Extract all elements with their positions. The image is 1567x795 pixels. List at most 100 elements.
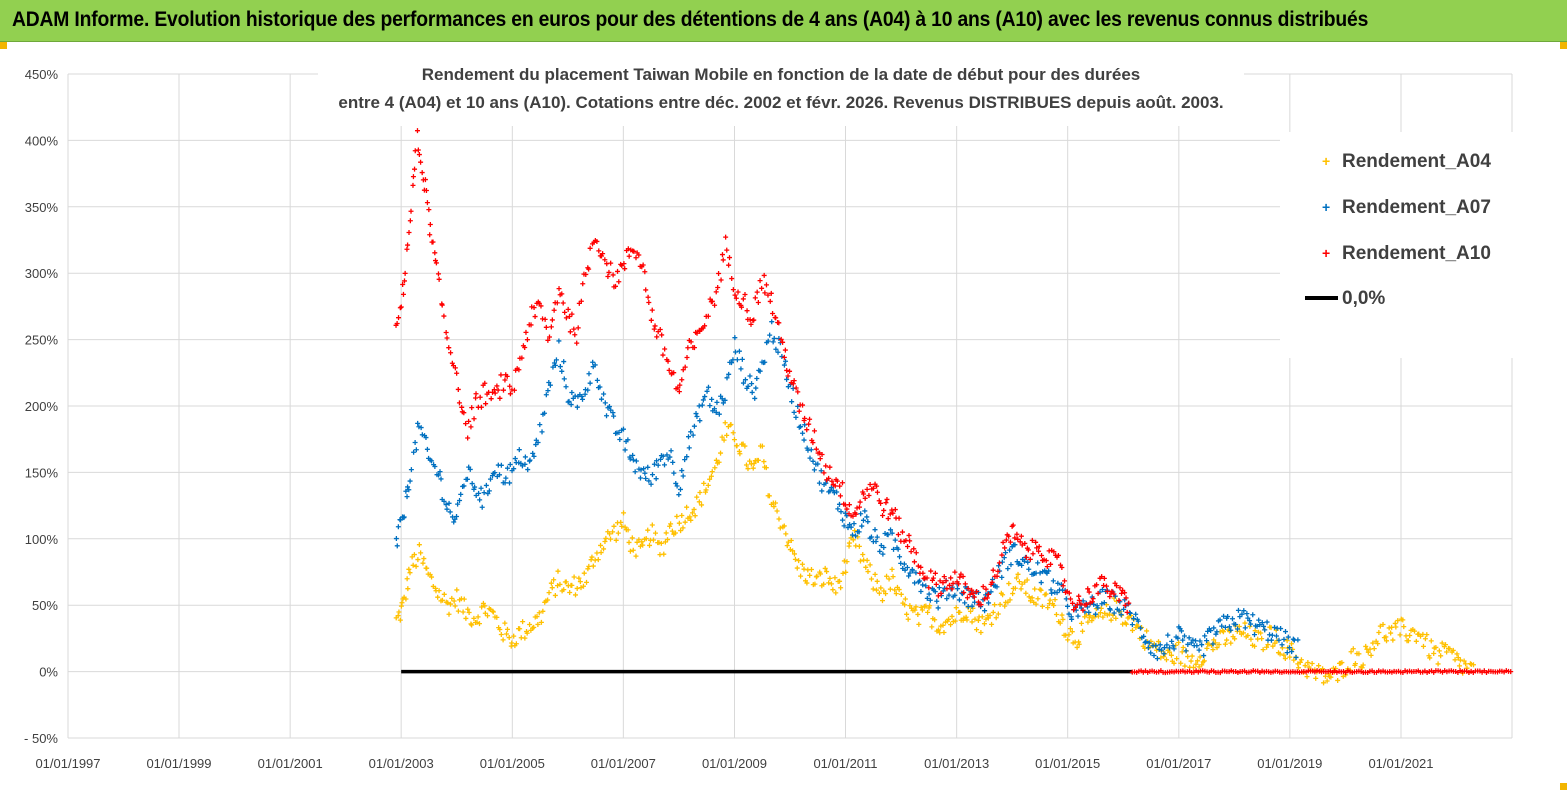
data-point-a04 [626,539,632,545]
data-point-a10 [410,182,416,188]
data-point-a07 [1183,648,1189,654]
data-point-a04 [1069,629,1075,635]
data-point-a04 [590,563,596,569]
data-point-a10 [763,282,769,288]
data-point-a07 [1005,566,1011,572]
data-point-a04 [731,437,737,443]
data-point-a07 [645,464,651,470]
data-point-a04 [395,613,401,619]
data-point-a07 [638,467,644,473]
data-point-a10 [465,435,471,441]
data-point-a04 [792,556,798,562]
corner-marker-right [1560,42,1567,49]
data-point-a07 [736,348,742,354]
data-point-a07 [999,559,1005,565]
data-point-a07 [808,447,814,453]
data-point-a10 [819,451,825,457]
data-point-a07 [874,534,880,540]
data-point-a10 [802,415,808,421]
data-point-a07 [602,400,608,406]
data-point-a04 [972,616,978,622]
data-point-a07 [582,391,588,397]
y-tick-label: - 50% [24,731,58,746]
data-point-a07 [542,410,548,416]
data-point-a04 [1291,657,1297,663]
data-point-a10 [930,575,936,581]
data-point-a04 [1006,581,1012,587]
data-point-a10 [1103,583,1109,589]
data-point-a10 [495,387,501,393]
data-point-a07 [962,600,968,606]
data-point-a07 [1225,613,1231,619]
data-point-a10 [666,367,672,373]
data-point-a04 [1413,638,1419,644]
data-point-a04 [571,574,577,580]
data-point-a04 [498,632,504,638]
data-point-a04 [1289,641,1295,647]
data-point-a04 [506,635,512,641]
data-point-a07 [458,491,464,497]
data-point-a04 [1045,605,1051,611]
data-point-a07 [1164,642,1170,648]
data-point-a07 [815,461,821,467]
data-point-a10 [488,396,494,402]
x-tick-label: 01/01/2001 [258,756,323,771]
data-point-a10 [551,307,557,313]
data-point-a07 [637,475,643,481]
data-point-a07 [699,402,705,408]
data-point-a04 [513,641,519,647]
data-point-a04 [1242,620,1248,626]
data-point-a04 [625,527,631,533]
data-point-a10 [406,230,412,236]
data-point-a07 [781,362,787,368]
x-tick-label: 01/01/2007 [591,756,656,771]
data-point-a07 [738,366,744,372]
data-point-a10 [948,575,954,581]
data-point-a07 [982,608,988,614]
data-point-a10 [688,339,694,345]
data-point-a07 [704,388,710,394]
data-point-a04 [629,535,635,541]
data-point-a10 [739,304,745,310]
data-point-a10 [853,511,859,517]
data-point-a10 [1086,589,1092,595]
data-point-a07 [1131,616,1137,622]
data-point-a04 [569,582,575,588]
data-point-a10 [1107,594,1113,600]
data-point-a07 [881,544,887,550]
data-point-a10 [810,440,816,446]
data-point-a10 [419,170,425,176]
data-point-a10 [733,295,739,301]
data-point-a04 [1199,662,1205,668]
data-point-a04 [1380,622,1386,628]
data-point-a07 [952,592,958,598]
data-point-a10 [785,373,791,379]
data-point-a04 [1461,658,1467,664]
data-point-a04 [1240,630,1246,636]
data-point-a07 [996,563,1002,569]
data-point-a10 [937,578,943,584]
data-point-a10 [829,478,835,484]
data-point-a10 [412,148,418,154]
data-point-a10 [531,305,537,311]
data-point-a10 [575,325,581,331]
data-point-a04 [1390,637,1396,643]
data-point-a04 [857,558,863,564]
data-point-a04 [522,635,528,641]
data-point-a07 [722,397,728,403]
data-point-a04 [916,621,922,627]
data-point-a10 [662,346,668,352]
data-point-a10 [583,271,589,277]
data-point-a07 [686,445,692,451]
data-point-a04 [874,587,880,593]
data-point-a04 [867,562,873,568]
data-point-a07 [732,335,738,341]
data-point-a04 [1328,674,1334,680]
y-tick-label: 300% [25,266,59,281]
data-point-a07 [1229,616,1235,622]
data-point-a04 [713,457,719,463]
data-point-a10 [762,290,768,296]
data-point-a04 [663,530,669,536]
data-point-a10 [804,427,810,433]
data-point-a10 [439,302,445,308]
